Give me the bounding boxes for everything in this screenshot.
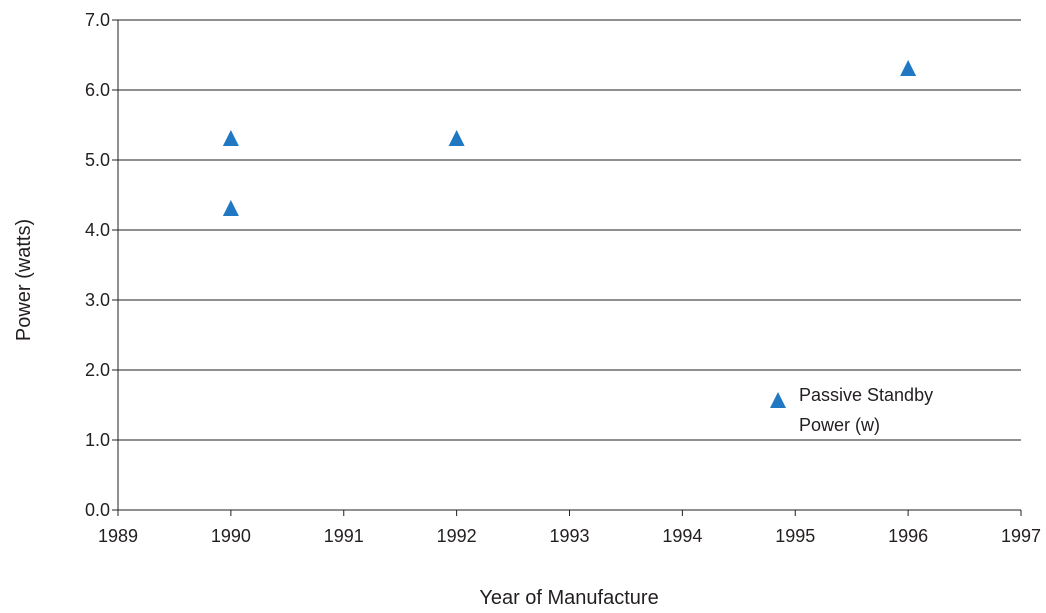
x-tick-labels: 1989 1990 1991 1992 1993 1994 1995 1996 1997 <box>98 510 1041 546</box>
y-tick-label: 0.0 <box>85 500 110 520</box>
x-tick-label: 1991 <box>324 526 364 546</box>
x-axis-title: Year of Manufacture <box>479 587 658 609</box>
x-tick-label: 1996 <box>888 526 928 546</box>
y-tick-label: 4.0 <box>85 220 110 240</box>
data-point-triangle <box>222 130 239 146</box>
y-tick-label: 3.0 <box>85 290 110 310</box>
y-tick-label: 7.0 <box>85 10 110 30</box>
data-point-triangle <box>222 200 239 216</box>
legend-label-line-2: Power (w) <box>799 415 880 435</box>
x-tick-label: 1993 <box>549 526 589 546</box>
y-tick-label: 2.0 <box>85 360 110 380</box>
data-point-triangle <box>900 60 917 76</box>
y-axis-title: Power (watts) <box>13 219 35 341</box>
legend: Passive Standby Power (w) <box>770 385 933 435</box>
y-tick-label: 5.0 <box>85 150 110 170</box>
legend-label-line-1: Passive Standby <box>799 385 933 405</box>
x-tick-label: 1992 <box>437 526 477 546</box>
axes <box>117 20 1021 511</box>
y-tick-label: 1.0 <box>85 430 110 450</box>
x-tick-label: 1989 <box>98 526 138 546</box>
gridlines <box>118 19 1021 441</box>
data-points <box>222 60 917 216</box>
x-tick-label: 1997 <box>1001 526 1041 546</box>
y-tick-label: 6.0 <box>85 80 110 100</box>
y-tick-labels: 0.0 1.0 2.0 3.0 4.0 5.0 6.0 7.0 <box>85 10 118 520</box>
x-tick-label: 1990 <box>211 526 251 546</box>
x-tick-label: 1995 <box>775 526 815 546</box>
x-tick-label: 1994 <box>662 526 702 546</box>
data-point-triangle <box>448 130 465 146</box>
legend-triangle-marker <box>770 392 786 408</box>
